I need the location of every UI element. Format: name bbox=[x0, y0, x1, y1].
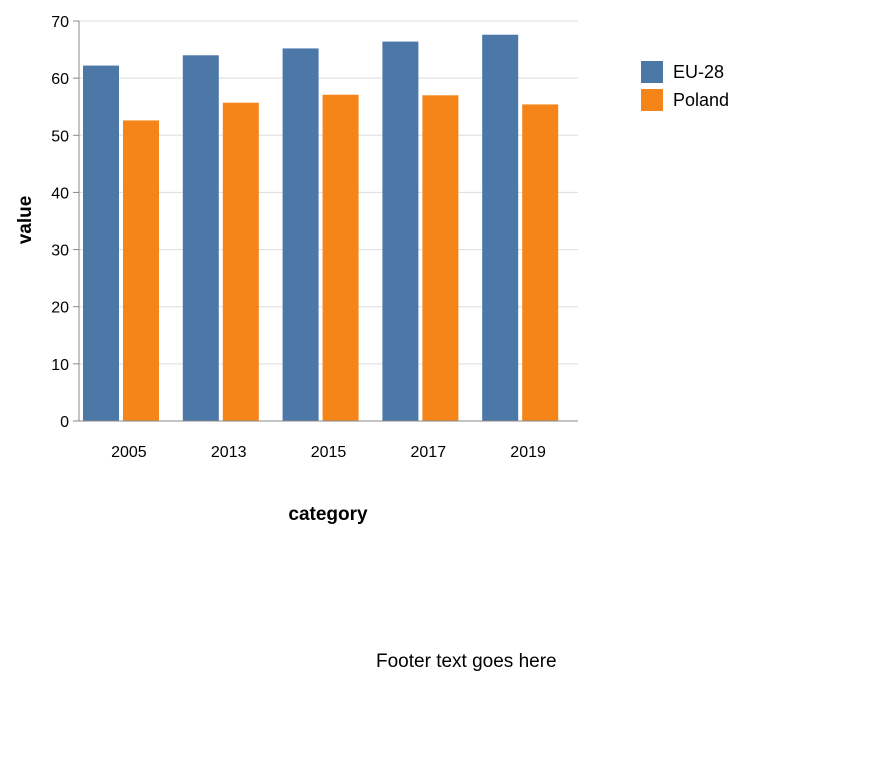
x-tick-label: 2019 bbox=[510, 444, 546, 461]
y-tick-label: 70 bbox=[51, 14, 69, 31]
bar-eu-28-2017 bbox=[382, 41, 419, 421]
bar-eu-28-2005 bbox=[83, 65, 119, 422]
y-tick-label: 40 bbox=[51, 185, 69, 202]
legend-label: EU-28 bbox=[673, 62, 724, 82]
y-tick-label: 0 bbox=[60, 414, 69, 431]
x-axis-title: category bbox=[288, 504, 368, 525]
bars bbox=[83, 34, 559, 422]
bar-eu-28-2015 bbox=[282, 48, 319, 422]
legend-label: Poland bbox=[673, 90, 729, 110]
legend: EU-28 Poland bbox=[641, 61, 729, 111]
x-tick-label: 2017 bbox=[411, 444, 447, 461]
bar-eu-28-2013 bbox=[182, 55, 219, 422]
bar-poland-2017 bbox=[422, 95, 459, 422]
bar-eu-28-2019 bbox=[482, 34, 519, 421]
x-tick-label: 2005 bbox=[111, 444, 147, 461]
y-tick-label: 10 bbox=[51, 357, 69, 374]
y-tick-label: 30 bbox=[51, 243, 69, 260]
footer-text: Footer text goes here bbox=[376, 651, 557, 672]
y-tick-label: 50 bbox=[51, 128, 69, 145]
bar-poland-2019 bbox=[522, 104, 559, 421]
x-tick-label: 2015 bbox=[311, 444, 347, 461]
x-tick-label: 2013 bbox=[211, 444, 247, 461]
y-tick-label: 20 bbox=[51, 300, 69, 317]
bar-poland-2005 bbox=[123, 120, 159, 421]
axes: 0 10 20 30 40 50 60 70 2005 2013 2015 2017 2019 bbox=[51, 14, 578, 461]
legend-swatch bbox=[641, 61, 663, 83]
bar-poland-2015 bbox=[322, 94, 359, 421]
y-axis-title: value bbox=[15, 196, 36, 245]
bar-poland-2013 bbox=[222, 102, 259, 421]
legend-swatch bbox=[641, 89, 663, 111]
y-tick-label: 60 bbox=[51, 71, 69, 88]
